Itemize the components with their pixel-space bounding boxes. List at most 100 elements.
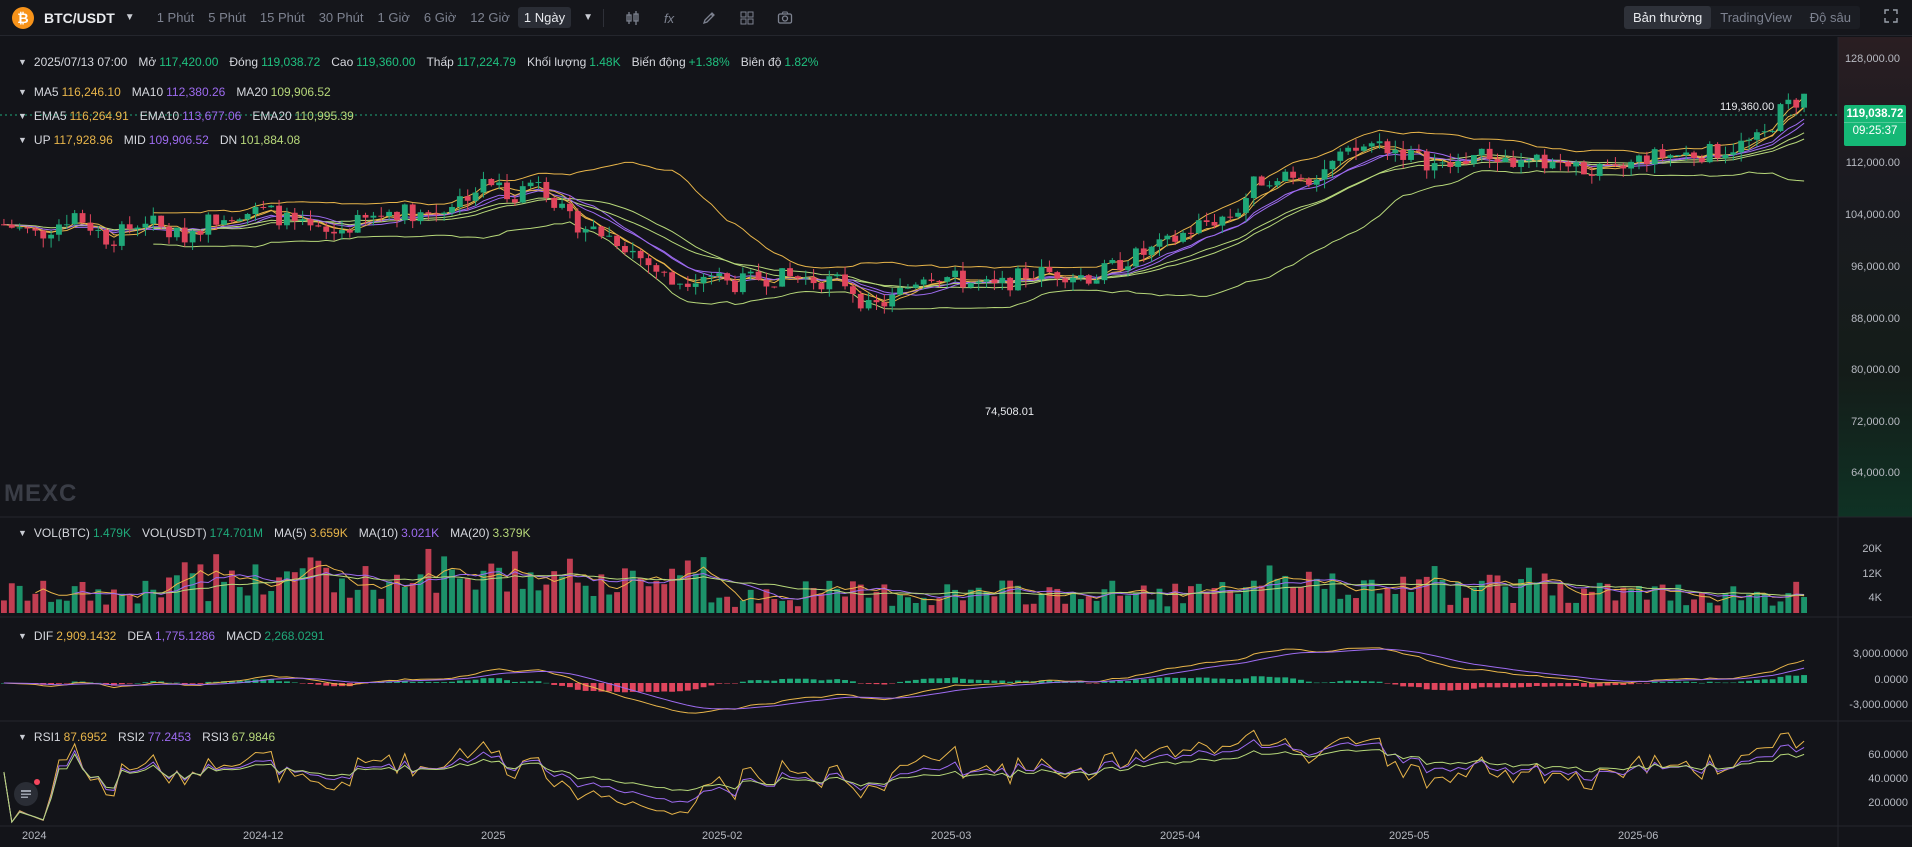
volume-bar: [1573, 602, 1580, 613]
volume-bar: [1596, 582, 1603, 613]
volume-bar: [755, 603, 762, 613]
candle-body: [480, 178, 487, 193]
candle-body: [1290, 171, 1297, 178]
candle-body: [700, 276, 707, 284]
camera-icon[interactable]: [775, 8, 795, 28]
close-value: 119,038.72: [261, 55, 321, 69]
ohlc-date: 2025/07/13 07:00: [33, 55, 128, 69]
candle-body: [1321, 169, 1328, 180]
candle-body: [87, 222, 94, 231]
rsi-axis-label: 40.0000: [1868, 773, 1908, 785]
interval-5m[interactable]: 5 Phút: [208, 10, 246, 25]
indicator-fx-icon[interactable]: fx: [661, 8, 681, 28]
candle-body: [1801, 93, 1807, 108]
volume-bar: [1722, 593, 1729, 613]
volume-bar: [598, 574, 605, 613]
boll-lower-line: [153, 170, 1805, 310]
interval-12h[interactable]: 12 Giờ: [470, 10, 510, 25]
candle-body: [16, 227, 23, 229]
macd-histogram-bar: [574, 683, 581, 690]
candle-body: [417, 212, 424, 222]
dif-label: DIF: [33, 629, 54, 643]
macd-histogram-bar: [433, 682, 440, 683]
candle-body: [669, 272, 676, 285]
boll-mid-value: 109,906.52: [148, 133, 209, 147]
ema20-value: 110,995.39: [294, 109, 354, 123]
candle-style-icon[interactable]: [623, 8, 643, 28]
volume-bar: [889, 605, 896, 613]
volume-bar: [1769, 605, 1776, 613]
collapse-chevron-icon[interactable]: ▼: [18, 111, 27, 121]
macd-histogram-bar: [1125, 680, 1131, 683]
candle-body: [936, 280, 943, 282]
mode-tradingview[interactable]: TradingView: [1720, 10, 1792, 25]
dea-value: 1,775.1286: [155, 629, 216, 643]
volume-bar: [1612, 600, 1619, 613]
top-toolbar: ₿ BTC/USDT ▼ 1 Phút 5 Phút 15 Phút 30 Ph…: [0, 0, 1912, 36]
draw-pen-icon[interactable]: [699, 8, 719, 28]
mode-basic[interactable]: Bản thường: [1623, 6, 1712, 29]
volume-bar: [307, 557, 314, 613]
candle-body: [1526, 160, 1532, 162]
macd-histogram-bar: [1156, 677, 1163, 683]
volume-bar: [417, 574, 424, 613]
volume-bar: [1203, 591, 1210, 613]
settings-icon[interactable]: [14, 782, 38, 806]
fullscreen-icon[interactable]: [1884, 9, 1898, 26]
symbol-selector[interactable]: BTC/USDT: [44, 9, 115, 26]
volume-bar: [1360, 580, 1367, 613]
macd-histogram-bar: [1533, 683, 1540, 687]
mode-depth[interactable]: Độ sâu: [1809, 10, 1851, 25]
volume-bar: [865, 597, 872, 613]
interval-6h[interactable]: 6 Giờ: [423, 10, 457, 25]
volume-bar: [283, 571, 290, 613]
candle-body: [920, 279, 927, 285]
candle-body: [739, 273, 746, 293]
macd-histogram-bar: [1038, 680, 1045, 683]
collapse-chevron-icon[interactable]: ▼: [18, 528, 27, 538]
candle-body: [606, 235, 613, 237]
interval-1h[interactable]: 1 Giờ: [377, 10, 410, 25]
macd-histogram-bar: [1148, 678, 1155, 683]
interval-15m[interactable]: 15 Phút: [259, 10, 305, 25]
macd-histogram-bar: [1447, 683, 1454, 691]
macd-histogram-bar: [1376, 681, 1383, 683]
chevron-down-icon[interactable]: ▼: [124, 12, 135, 23]
collapse-chevron-icon[interactable]: ▼: [18, 732, 27, 742]
rsi1-label: RSI1: [33, 730, 61, 744]
volume-bar: [912, 602, 919, 613]
mexc-watermark: MEXC: [4, 480, 78, 507]
macd-histogram-bar: [283, 681, 290, 683]
collapse-chevron-icon[interactable]: ▼: [18, 135, 27, 145]
interval-30m[interactable]: 30 Phút: [318, 10, 364, 25]
candle-body: [1596, 163, 1603, 176]
macd-histogram-bar: [1313, 682, 1320, 684]
macd-histogram-bar: [802, 678, 809, 683]
volume-bar: [40, 580, 47, 613]
layout-grid-icon[interactable]: [737, 8, 757, 28]
candle-body: [1581, 162, 1587, 175]
interval-1d[interactable]: 1 Ngày: [517, 7, 572, 28]
collapse-chevron-icon[interactable]: ▼: [18, 87, 27, 97]
price-axis-label: 72,000.00: [1851, 416, 1900, 428]
interval-1m[interactable]: 1 Phút: [156, 10, 195, 25]
collapse-chevron-icon[interactable]: ▼: [18, 57, 27, 67]
interval-more-chevron-icon[interactable]: ▼: [583, 12, 593, 23]
macd-histogram-bar: [134, 682, 141, 684]
volume-bar: [158, 597, 165, 613]
candle-body: [488, 178, 495, 186]
macd-histogram-bar: [276, 681, 282, 683]
volume-bar: [1651, 586, 1658, 613]
macd-histogram-bar: [449, 681, 455, 683]
volume-bar: [967, 589, 974, 613]
volume-bar: [1746, 594, 1752, 613]
macd-histogram-bar: [810, 679, 817, 683]
volume-ma10-line: [74, 571, 1805, 600]
candle-body: [1612, 164, 1619, 166]
macd-histogram-bar: [1140, 679, 1147, 683]
candle-body: [1659, 149, 1666, 158]
volume-bar: [834, 588, 841, 613]
collapse-chevron-icon[interactable]: ▼: [18, 631, 27, 641]
candle-body: [763, 279, 770, 287]
